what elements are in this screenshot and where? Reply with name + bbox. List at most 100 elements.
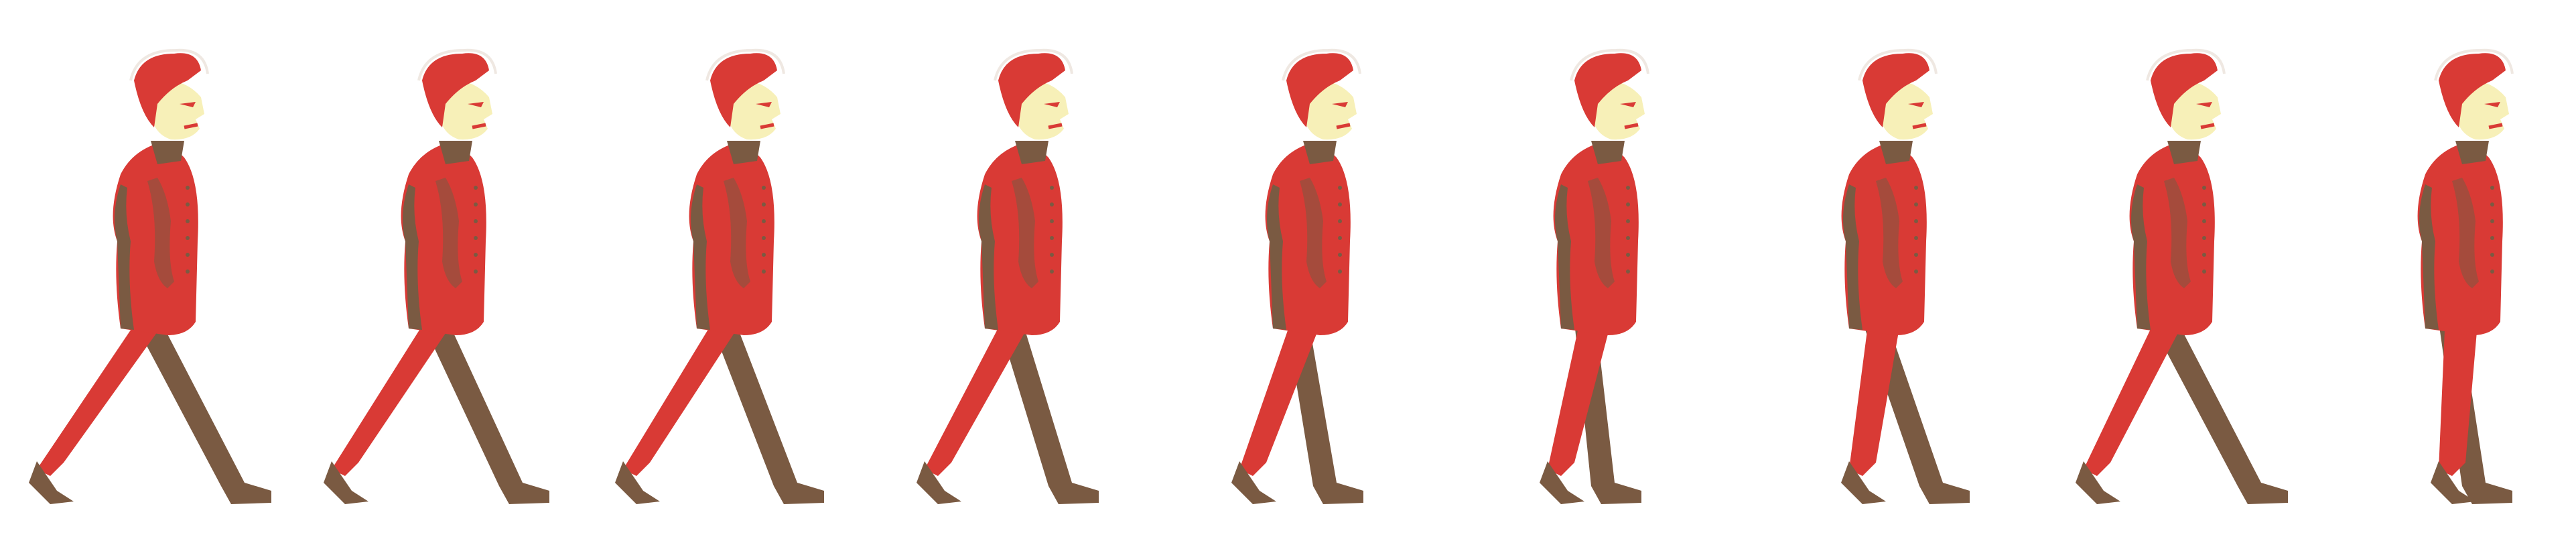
back-leg [134, 308, 271, 504]
coat-button [1626, 202, 1630, 206]
arm [2452, 178, 2479, 288]
coat-shadow [691, 184, 710, 330]
coat-button [2202, 219, 2206, 223]
coat-button [1914, 219, 1918, 223]
front-shoe [324, 461, 368, 504]
coat-shadow [2419, 184, 2439, 330]
hair [710, 53, 777, 127]
front-leg [925, 308, 1038, 476]
coat-button [186, 236, 190, 240]
outline-halo [129, 48, 209, 81]
coat-button [2202, 202, 2206, 206]
collar [1303, 141, 1337, 164]
mouth [1048, 123, 1063, 129]
walk-frame-2 [308, 40, 576, 510]
front-shoe [2431, 461, 2476, 504]
coat-button [1626, 270, 1630, 274]
arm [1300, 178, 1327, 288]
back-leg [422, 308, 549, 504]
collar [727, 141, 760, 164]
hair [134, 53, 201, 127]
coat-button [474, 270, 478, 274]
coat-button [474, 253, 478, 257]
front-leg [2084, 308, 2191, 476]
arm [1588, 178, 1615, 288]
front-shoe [1540, 461, 1584, 504]
arm [1876, 178, 1903, 288]
coat-button [762, 253, 766, 257]
coat-button [2490, 253, 2494, 257]
coat-button [1338, 236, 1342, 240]
coat-shadow [979, 184, 998, 330]
back-leg [998, 308, 1099, 504]
coat-button [762, 219, 766, 223]
coat-button [762, 186, 766, 190]
coat-button [1914, 202, 1918, 206]
arm [724, 178, 750, 288]
coat-button [1050, 270, 1054, 274]
front-leg [332, 308, 462, 476]
hair [422, 53, 489, 127]
coat-shadow [1555, 184, 1574, 330]
coat-shadow [2131, 184, 2151, 330]
coat-button [1338, 186, 1342, 190]
outline-halo [1858, 48, 1938, 81]
coat-button [186, 253, 190, 257]
coat-shadow [403, 184, 422, 330]
coat-button [474, 202, 478, 206]
arm [435, 178, 462, 288]
collar [151, 141, 184, 164]
mouth [2200, 123, 2215, 129]
mouth [1624, 123, 1639, 129]
walk-frame-8 [2037, 40, 2305, 510]
coat-button [186, 186, 190, 190]
front-leg [1849, 308, 1903, 476]
coat-button [762, 236, 766, 240]
walk-frame-9 [2325, 40, 2576, 510]
mouth [2488, 123, 2503, 129]
mouth [184, 123, 198, 129]
coat-shadow [1267, 184, 1286, 330]
coat-button [186, 270, 190, 274]
outline-halo [1570, 48, 1649, 81]
coat-button [2202, 253, 2206, 257]
coat-button [2490, 219, 2494, 223]
walk-frame-5 [1172, 40, 1440, 510]
eye [756, 102, 772, 107]
coat-button [186, 202, 190, 206]
arm [147, 178, 174, 288]
coat-button [1914, 253, 1918, 257]
outline-halo [2434, 48, 2514, 81]
front-shoe [1231, 461, 1276, 504]
back-leg [2151, 308, 2288, 504]
coat-button [762, 202, 766, 206]
coat-button [1626, 219, 1630, 223]
walk-frame-4 [884, 40, 1152, 510]
walk-frame-6 [1461, 40, 1728, 510]
coat-button [1050, 186, 1054, 190]
walk-frame-3 [596, 40, 864, 510]
outline-halo [2146, 48, 2226, 81]
eye [180, 102, 196, 107]
back-leg [710, 308, 824, 504]
coat-button [2490, 202, 2494, 206]
eye [1332, 102, 1348, 107]
coat-button [1338, 202, 1342, 206]
collar [2167, 141, 2201, 164]
hair [1862, 53, 1929, 127]
front-shoe [29, 461, 74, 504]
coat-button [1914, 270, 1918, 274]
front-leg [623, 308, 750, 476]
collar [2455, 141, 2489, 164]
coat-button [186, 219, 190, 223]
eye [1908, 102, 1924, 107]
eye [2196, 102, 2212, 107]
arm [1012, 178, 1038, 288]
front-leg [1239, 308, 1327, 476]
mouth [760, 123, 774, 129]
front-shoe [615, 461, 660, 504]
collar [1879, 141, 1913, 164]
coat-button [1050, 253, 1054, 257]
front-shoe [2076, 461, 2120, 504]
